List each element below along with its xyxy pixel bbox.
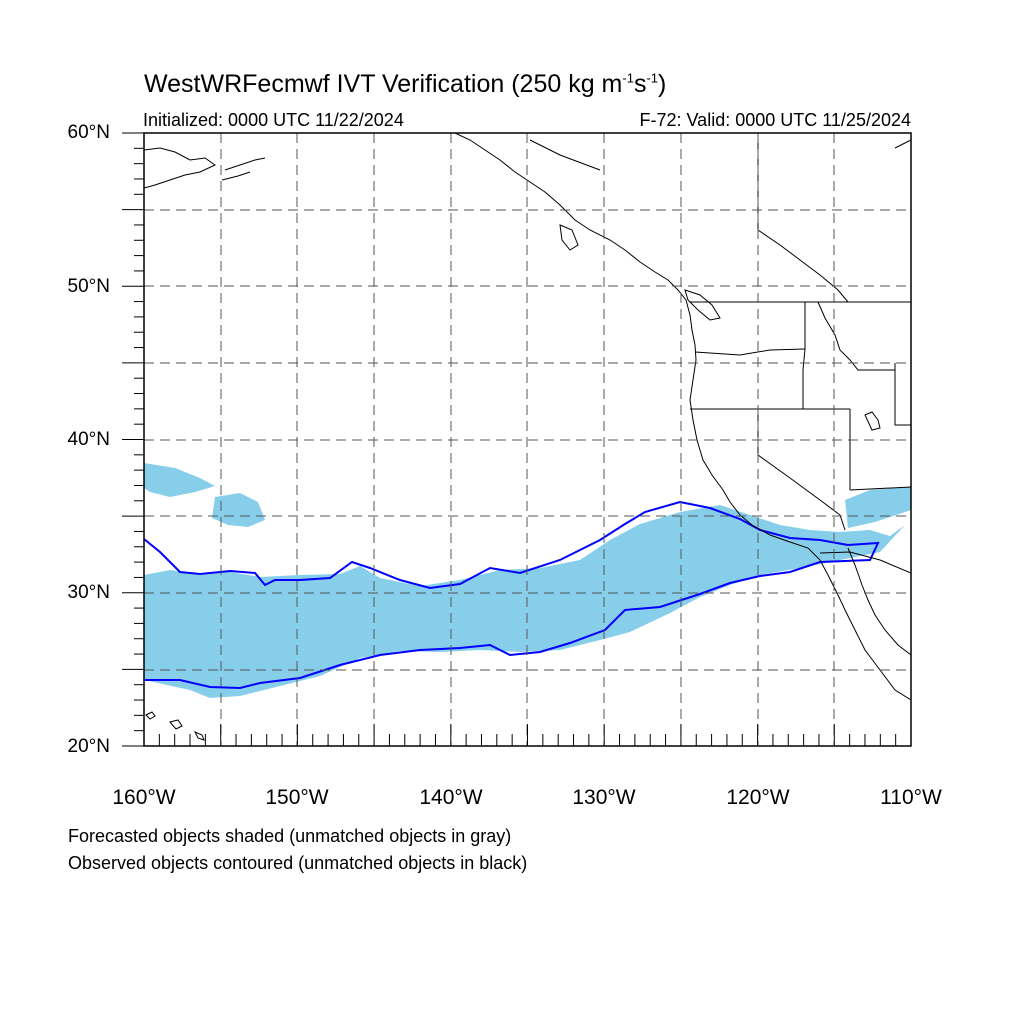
bc-alberta-border: [757, 229, 849, 303]
alaska-panhandle-coast: [454, 133, 911, 701]
washington-oregon-border: [694, 348, 806, 356]
lat-label-20: 20°N: [67, 736, 110, 757]
alaska-islands: [221, 157, 266, 181]
forecast-object-small: [212, 493, 265, 527]
lon-label-150w: 150°W: [265, 786, 329, 809]
forecast-objects: [144, 463, 911, 698]
lon-label-160w: 160°W: [112, 786, 176, 809]
utah-colorado-border: [894, 363, 911, 426]
footer-forecast-note: Forecasted objects shaded (unmatched obj…: [68, 826, 512, 846]
washington-idaho-border: [802, 302, 806, 409]
map-title: WestWRFecmwf IVT Verification (250 kg m-…: [144, 70, 667, 98]
haida-gwaii: [559, 224, 579, 251]
great-salt-lake: [864, 411, 881, 431]
observed-contour-main: [144, 500, 880, 690]
hudson-coast: [894, 139, 911, 149]
vancouver-island: [684, 289, 721, 321]
lon-label-140w: 140°W: [419, 786, 483, 809]
us-mexico-border: [819, 551, 911, 574]
footer-observed-note: Observed objects contoured (unmatched ob…: [68, 853, 528, 873]
forecast-object-northwest: [144, 463, 215, 497]
california-nevada-border: [757, 409, 846, 531]
forecast-object-east: [845, 487, 911, 528]
yukon-bc-border: [529, 139, 601, 171]
forecast-object-main: [144, 505, 905, 698]
lon-label-120w: 120°W: [726, 786, 790, 809]
baja-gulf-coast: [847, 547, 911, 656]
alaska-coast: [144, 147, 216, 189]
arizona-border: [849, 486, 911, 491]
valid-time-label: F-72: Valid: 0000 UTC 11/25/2024: [639, 110, 912, 130]
hawaii-islands: [145, 711, 205, 741]
init-time-label: Initialized: 0000 UTC 11/22/2024: [143, 110, 404, 130]
lat-label-40: 40°N: [67, 429, 110, 450]
axis-ticks: [122, 132, 912, 747]
lon-label-110w: 110°W: [880, 786, 942, 809]
lon-label-130w: 130°W: [572, 786, 636, 809]
graticule: [144, 133, 911, 746]
idaho-montana-border: [817, 301, 895, 371]
observed-objects: [144, 500, 880, 690]
lat-label-30: 30°N: [67, 582, 110, 603]
lat-label-60: 60°N: [67, 122, 110, 143]
lat-label-50: 50°N: [67, 276, 110, 297]
